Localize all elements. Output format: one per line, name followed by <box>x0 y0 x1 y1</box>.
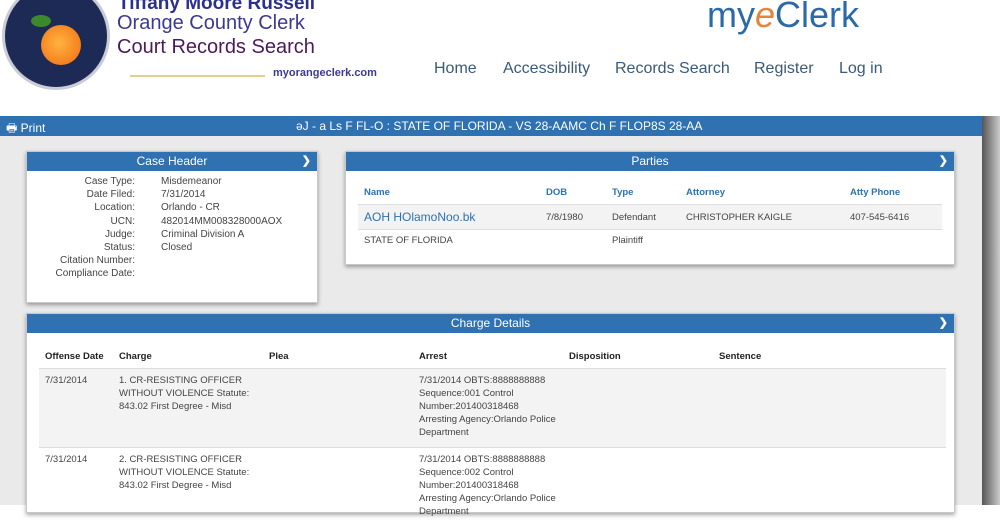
logo-part: e <box>755 0 775 35</box>
column-header: DOB <box>540 187 606 205</box>
brand-divider <box>130 75 265 77</box>
table-cell <box>263 448 413 526</box>
chevron-down-icon[interactable]: ❯ <box>939 314 948 333</box>
table-cell: 7/31/2014 <box>39 369 113 448</box>
field-label: Citation Number: <box>27 255 135 266</box>
table-cell <box>713 369 946 448</box>
column-header: Arrest <box>413 351 563 369</box>
column-header: Attorney <box>680 187 844 205</box>
column-header: Type <box>606 187 680 205</box>
field-label: Case Type: <box>27 176 135 187</box>
parties-title[interactable]: Parties ❯ <box>346 152 954 171</box>
case-field-row: Location: Orlando - CR <box>27 202 317 215</box>
column-header: Charge <box>113 351 263 369</box>
case-field-row: Status: Closed <box>27 242 317 255</box>
table-cell: 7/8/1980 <box>540 205 606 230</box>
table-cell <box>263 369 413 448</box>
table-cell <box>844 230 942 252</box>
table-cell <box>540 230 606 252</box>
field-value: Orlando - CR <box>161 202 220 213</box>
panel-title: Case Header <box>137 154 208 168</box>
column-header: Atty Phone <box>844 187 942 205</box>
case-field-row: Judge: Criminal Division A <box>27 229 317 242</box>
chevron-down-icon[interactable]: ❯ <box>302 152 311 171</box>
field-label: Judge: <box>27 229 135 240</box>
table-cell: CHRISTOPHER KAIGLE <box>680 205 844 230</box>
table-cell: AOH HOlamoNoo.bk <box>358 205 540 230</box>
table-cell: Plaintiff <box>606 230 680 252</box>
field-label: Date Filed: <box>27 189 135 200</box>
party-row: STATE OF FLORIDA Plaintiff <box>358 230 942 252</box>
table-cell: 407-545-6416 <box>844 205 942 230</box>
table-cell: 7/31/2014 OBTS:8888888888 Sequence:002 C… <box>413 448 563 526</box>
case-field-row: Citation Number: <box>27 255 317 268</box>
case-header-title[interactable]: Case Header ❯ <box>27 152 317 171</box>
field-value: Criminal Division A <box>161 229 244 240</box>
field-value: 7/31/2014 <box>161 189 206 200</box>
column-header: Name <box>358 187 540 205</box>
table-cell <box>680 230 844 252</box>
nav-accessibility[interactable]: Accessibility <box>503 60 590 78</box>
table-cell: STATE OF FLORIDA <box>358 230 540 252</box>
case-title: ǝJ - a Ls F FL-O : STATE OF FLORIDA - VS… <box>296 119 702 133</box>
brand-line3: Court Records Search <box>117 36 315 59</box>
clerk-seal-logo <box>2 0 110 90</box>
field-label: Location: <box>27 202 135 213</box>
print-label: Print <box>21 121 46 135</box>
chevron-down-icon[interactable]: ❯ <box>939 152 948 171</box>
myeclerk-logo[interactable]: myeClerk <box>707 0 859 36</box>
case-field-row: UCN: 482014MM008328000AOX <box>27 216 317 229</box>
column-header: Sentence <box>713 351 946 369</box>
case-field-row: Case Type: Misdemeanor <box>27 176 317 189</box>
field-value: Closed <box>161 242 192 253</box>
table-cell <box>713 448 946 526</box>
brand-url-link[interactable]: myorangeclerk.com <box>273 67 377 79</box>
field-label: UCN: <box>27 216 135 227</box>
column-header: Offense Date <box>39 351 113 369</box>
table-cell: 1. CR-RESISTING OFFICER WITHOUT VIOLENCE… <box>113 369 263 448</box>
field-label: Compliance Date: <box>27 268 135 279</box>
panel-title: Parties <box>631 154 668 168</box>
field-value: Misdemeanor <box>161 176 222 187</box>
field-label: Status: <box>27 242 135 253</box>
table-cell: Defendant <box>606 205 680 230</box>
logo-part: Clerk <box>775 0 859 35</box>
case-field-row: Compliance Date: <box>27 268 317 281</box>
table-cell: 2. CR-RESISTING OFFICER WITHOUT VIOLENCE… <box>113 448 263 526</box>
nav-register[interactable]: Register <box>754 60 814 78</box>
column-header: Plea <box>263 351 413 369</box>
case-toolbar: 🖶 Print ǝJ - a Ls F FL-O : STATE OF FLOR… <box>0 116 982 136</box>
window-edge <box>982 116 1000 505</box>
table-cell: 7/31/2014 OBTS:8888888888 Sequence:001 C… <box>413 369 563 448</box>
logo-part: my <box>707 0 755 35</box>
nav-records-search[interactable]: Records Search <box>615 60 730 78</box>
printer-icon: 🖶 <box>6 121 17 135</box>
charge-details-title[interactable]: Charge Details ❯ <box>27 314 954 333</box>
table-cell <box>563 369 713 448</box>
table-cell <box>563 448 713 526</box>
column-header: Disposition <box>563 351 713 369</box>
brand-line2: Orange County Clerk <box>117 12 305 35</box>
field-value: 482014MM008328000AOX <box>161 216 282 227</box>
case-field-row: Date Filed: 7/31/2014 <box>27 189 317 202</box>
nav-login[interactable]: Log in <box>839 60 883 78</box>
case-header-panel: Case Header ❯ Case Type: Misdemeanor Date F… <box>26 151 318 303</box>
nav-home[interactable]: Home <box>434 60 477 78</box>
panel-title: Charge Details <box>451 316 530 330</box>
table-cell: 7/31/2014 <box>39 448 113 526</box>
